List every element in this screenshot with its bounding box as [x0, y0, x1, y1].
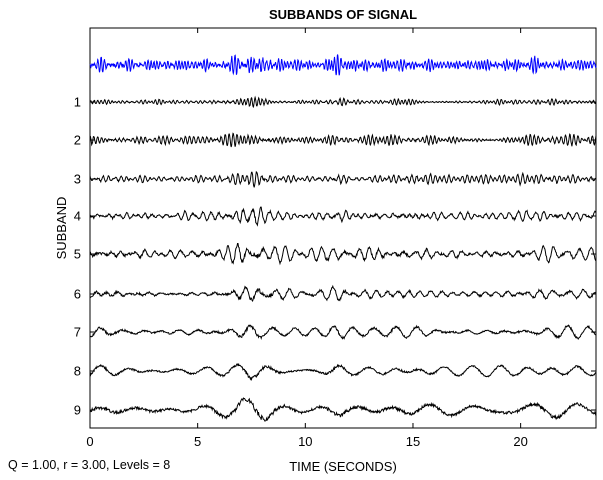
y-tick-label-1: 1: [74, 95, 81, 110]
subband-trace-1: [89, 95, 597, 109]
subband-trace-4: [89, 206, 597, 227]
original-signal-trace: [89, 54, 597, 76]
y-tick-label-7: 7: [74, 325, 81, 340]
subband-trace-2: [89, 132, 597, 148]
y-tick-label-9: 9: [74, 403, 81, 418]
subband-trace-9: [89, 397, 597, 422]
x-tick-label-1: 5: [194, 434, 201, 449]
y-axis-label: SUBBAND: [54, 197, 69, 260]
x-tick-label-4: 20: [513, 434, 527, 449]
y-tick-label-6: 6: [74, 287, 81, 302]
y-tick-label-2: 2: [74, 133, 81, 148]
subband-trace-6: [89, 284, 597, 302]
subband-trace-3: [89, 170, 597, 188]
y-tick-label-4: 4: [74, 209, 81, 224]
plot-area: [89, 27, 597, 429]
subband-trace-5: [89, 243, 597, 266]
y-tick-label-8: 8: [74, 364, 81, 379]
y-tick-label-3: 3: [74, 172, 81, 187]
signal-traces: [89, 54, 597, 422]
chart-title: SUBBANDS OF SIGNAL: [269, 7, 417, 22]
y-tick-label-5: 5: [74, 247, 81, 262]
parameters-caption: Q = 1.00, r = 3.00, Levels = 8: [8, 458, 171, 472]
x-tick-label-3: 15: [406, 434, 420, 449]
x-axis-label: TIME (SECONDS): [289, 459, 397, 474]
subband-trace-7: [89, 324, 596, 341]
x-tick-label-0: 0: [86, 434, 93, 449]
subband-trace-8: [89, 363, 597, 382]
x-tick-label-2: 10: [298, 434, 312, 449]
